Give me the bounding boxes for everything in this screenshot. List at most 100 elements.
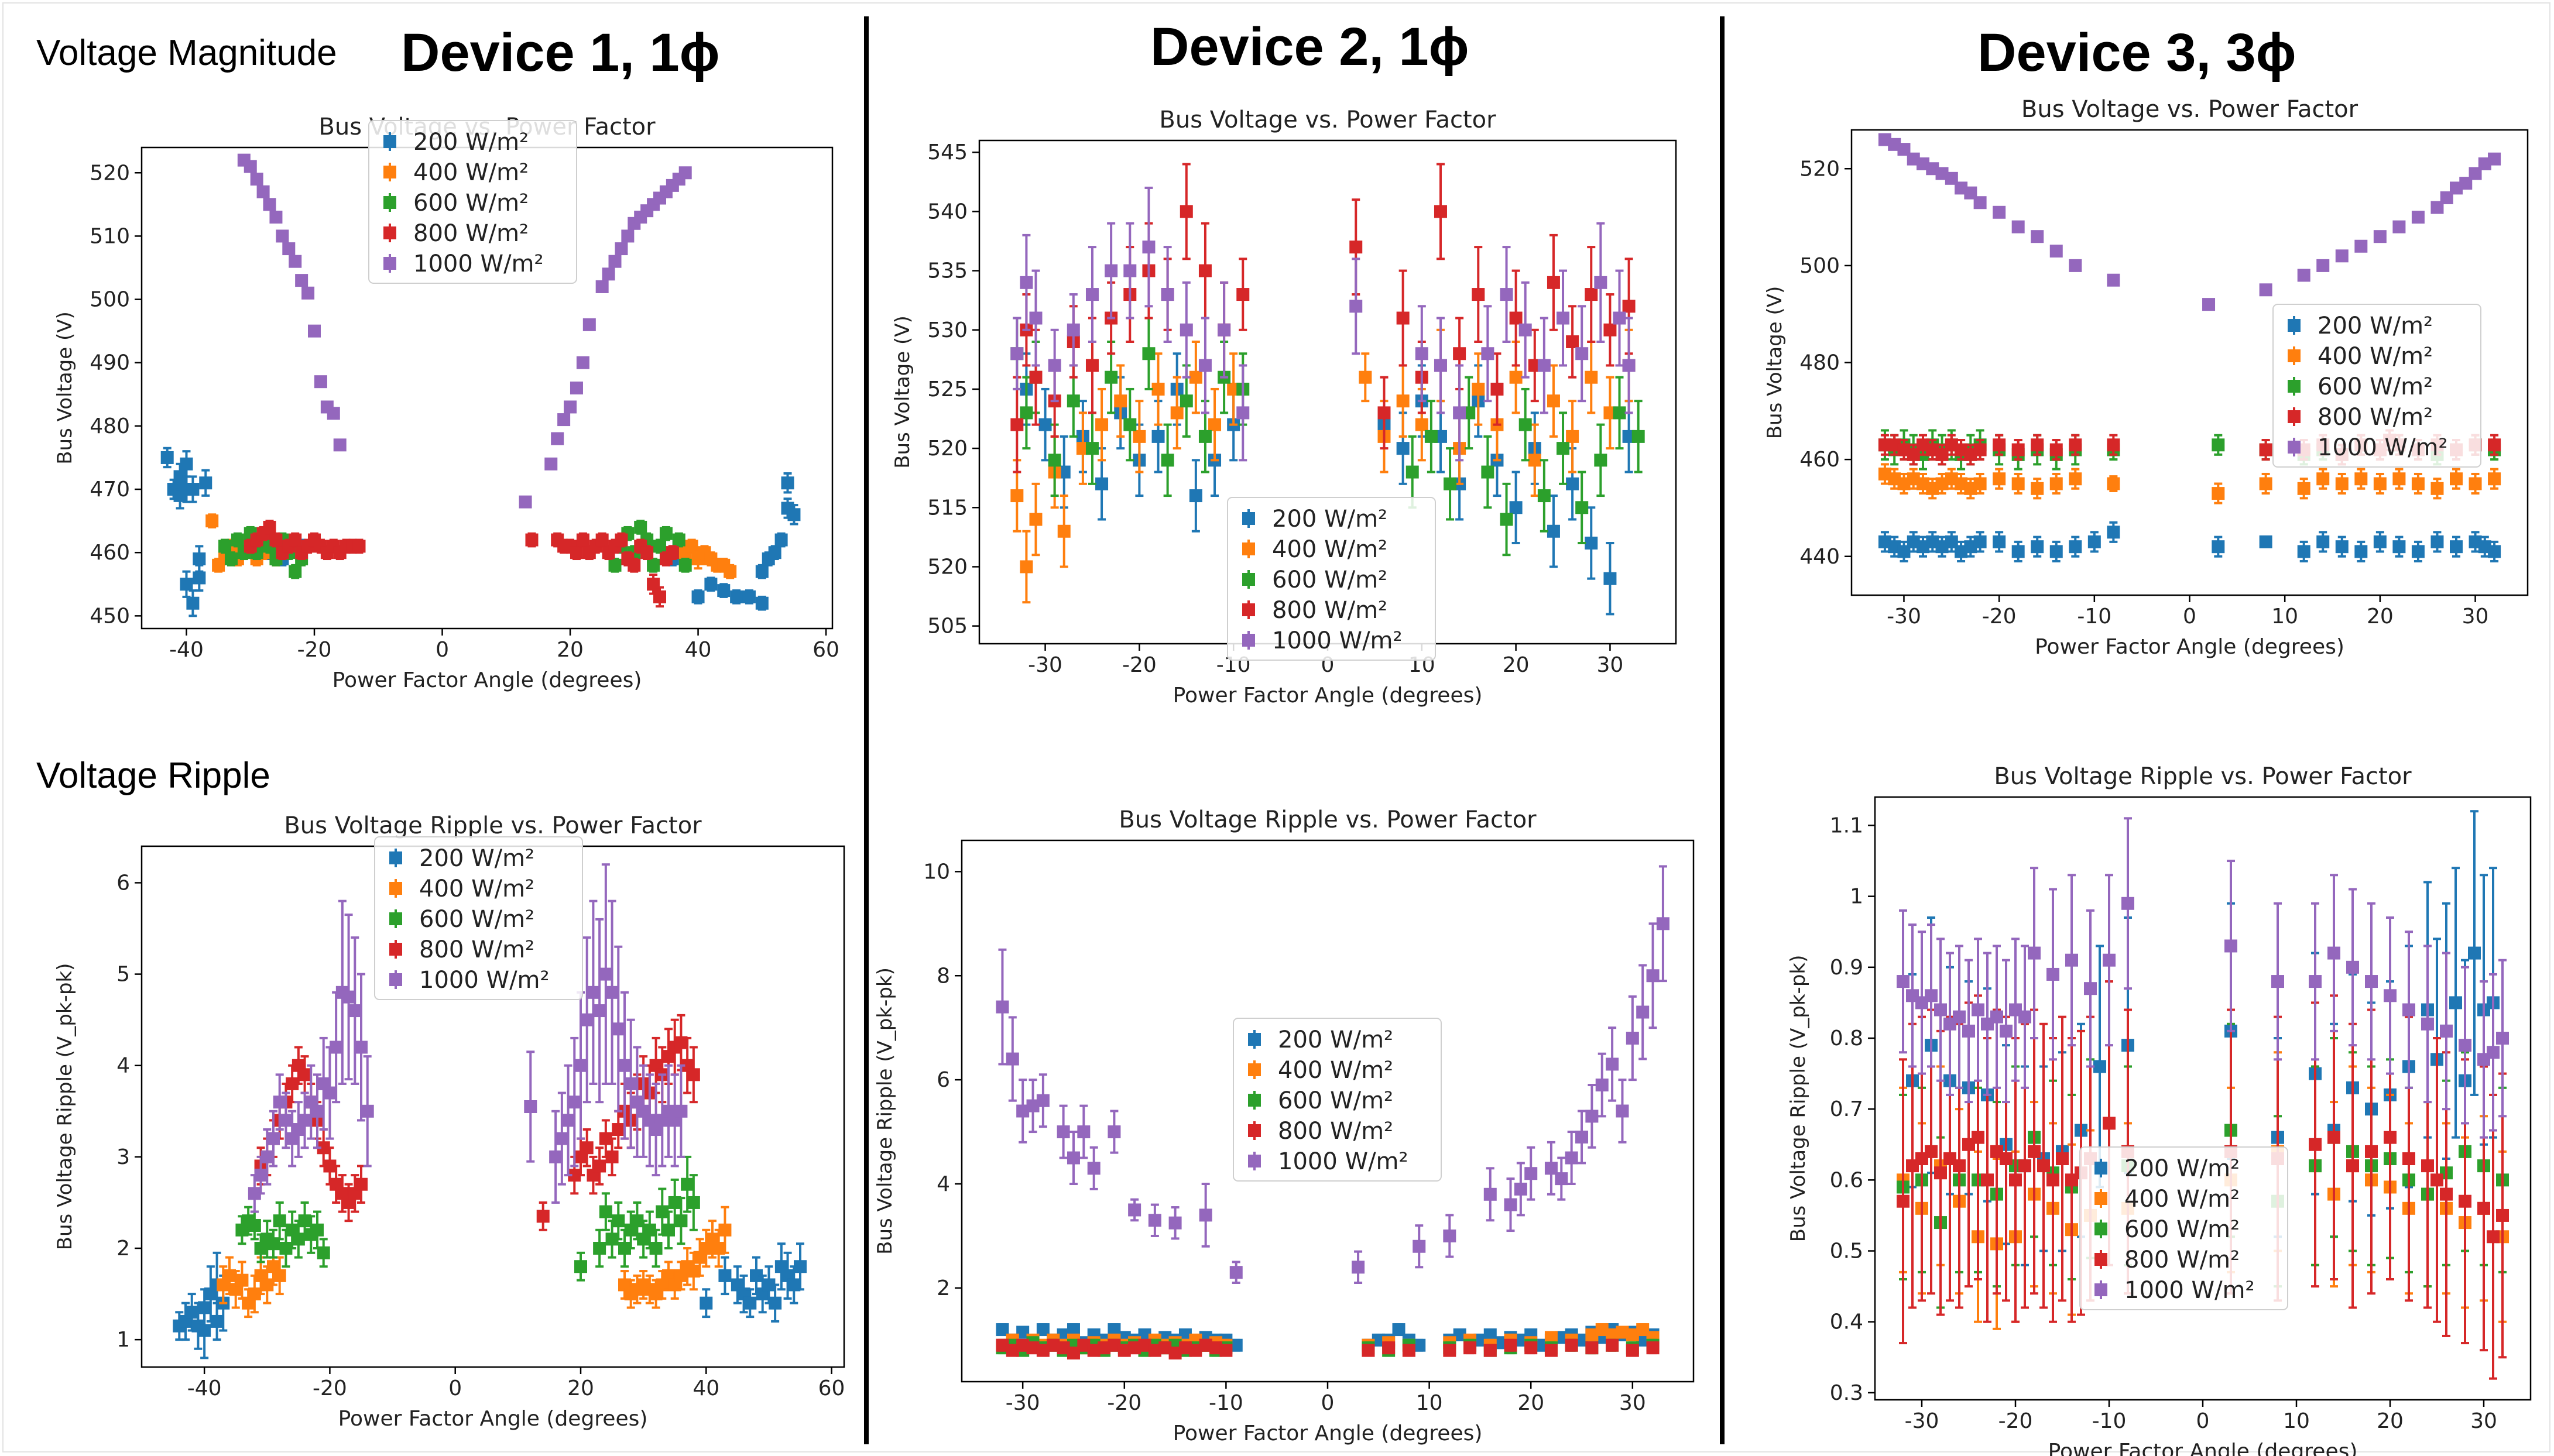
x-tick-label: 40 bbox=[685, 638, 712, 662]
legend-marker bbox=[1248, 1033, 1261, 1046]
data-point bbox=[1585, 1341, 1599, 1355]
data-point bbox=[248, 1287, 261, 1301]
data-point bbox=[1606, 1328, 1619, 1341]
x-axis-label: Power Factor Angle (degrees) bbox=[332, 668, 642, 692]
y-tick-label: 440 bbox=[1799, 545, 1840, 569]
data-point bbox=[599, 1205, 612, 1218]
data-point bbox=[1036, 1323, 1050, 1337]
data-point bbox=[1142, 347, 1156, 360]
data-point bbox=[1622, 359, 1636, 372]
data-point bbox=[576, 356, 589, 369]
row-label-magnitude: Voltage Magnitude bbox=[36, 33, 337, 73]
chart-d3-voltage-magnitude: Bus Voltage vs. Power Factor -30 -20 -10 0 10… bbox=[1763, 96, 2529, 659]
data-point bbox=[1108, 1323, 1121, 1337]
data-point bbox=[996, 1000, 1009, 1014]
y-tick-label: 0.6 bbox=[1830, 1168, 1863, 1192]
data-point bbox=[1396, 394, 1410, 408]
data-point bbox=[2335, 249, 2349, 263]
x-tick-label: 20 bbox=[557, 638, 584, 662]
data-point bbox=[1595, 1079, 1609, 1092]
data-point bbox=[1105, 264, 1118, 277]
data-point bbox=[1622, 300, 1636, 313]
data-point bbox=[2297, 545, 2310, 558]
legend-entry: 800 W/m² bbox=[419, 936, 534, 963]
data-point bbox=[755, 565, 769, 578]
data-point bbox=[1606, 1338, 1619, 1352]
data-point bbox=[289, 565, 302, 578]
data-point bbox=[1565, 1151, 1578, 1165]
legend-marker bbox=[2094, 1253, 2107, 1266]
y-tick-label: 0.3 bbox=[1830, 1381, 1863, 1405]
data-point bbox=[1544, 1331, 1558, 1344]
data-point bbox=[1973, 443, 1987, 456]
column-title-device-1: Device 1, 1ϕ bbox=[401, 23, 720, 83]
data-point bbox=[1603, 572, 1617, 585]
data-point bbox=[1490, 382, 1504, 396]
data-point bbox=[2384, 1131, 2397, 1144]
legend-marker bbox=[2094, 1283, 2107, 1296]
x-tick-label: -30 bbox=[1006, 1391, 1040, 1415]
legend-marker bbox=[1242, 512, 1255, 525]
chart-d1-voltage-magnitude: Bus Voltage vs. Power Factor-40-20020406… bbox=[53, 114, 839, 692]
data-point bbox=[2093, 1060, 2106, 1073]
data-point bbox=[2049, 545, 2063, 558]
data-point bbox=[1349, 241, 1363, 254]
data-point bbox=[2212, 487, 2225, 500]
legend-marker bbox=[383, 135, 396, 148]
data-point bbox=[1198, 264, 1212, 277]
legend-entry: 600 W/m² bbox=[413, 190, 529, 217]
data-point bbox=[1993, 205, 2006, 219]
legend-marker bbox=[1248, 1155, 1261, 1167]
data-point bbox=[2459, 1194, 2471, 1208]
y-tick-label: 6 bbox=[937, 1068, 950, 1092]
data-point bbox=[1925, 989, 1938, 1002]
x-tick-label: 0 bbox=[2183, 605, 2196, 629]
data-point bbox=[1396, 442, 1410, 455]
data-point bbox=[1077, 1338, 1091, 1352]
data-point bbox=[210, 1314, 224, 1328]
legend-entry: 800 W/m² bbox=[2318, 404, 2433, 431]
legend-entry: 1000 W/m² bbox=[2318, 434, 2448, 461]
data-point bbox=[1945, 171, 1958, 185]
data-point bbox=[2469, 477, 2482, 490]
data-point bbox=[1362, 1344, 1375, 1357]
data-point bbox=[2440, 1187, 2453, 1201]
data-point bbox=[1595, 1323, 1609, 1337]
legend-marker bbox=[383, 166, 396, 178]
data-point bbox=[1557, 442, 1570, 455]
data-point bbox=[323, 1086, 337, 1100]
data-point bbox=[298, 1114, 311, 1127]
data-point bbox=[2430, 1173, 2443, 1187]
data-point bbox=[2392, 540, 2406, 554]
data-point bbox=[544, 457, 558, 471]
x-tick-label: 0 bbox=[436, 638, 449, 662]
data-point bbox=[1029, 370, 1043, 384]
data-point bbox=[267, 1237, 280, 1251]
data-point bbox=[223, 1269, 236, 1282]
data-point bbox=[2309, 975, 2322, 988]
data-point bbox=[1016, 1104, 1030, 1118]
data-point bbox=[2327, 946, 2340, 960]
y-axis-label: Bus Voltage (V) bbox=[53, 311, 77, 465]
data-point bbox=[1544, 1344, 1558, 1357]
x-tick-label: -20 bbox=[297, 638, 332, 662]
data-point bbox=[1972, 1003, 1984, 1017]
y-tick-label: 2 bbox=[116, 1237, 130, 1261]
data-point bbox=[2365, 1145, 2378, 1158]
data-point bbox=[685, 540, 698, 553]
data-point bbox=[2411, 545, 2425, 558]
x-axis-label: Power Factor Angle (degrees) bbox=[1173, 1421, 1483, 1445]
data-point bbox=[2103, 953, 2116, 967]
data-point bbox=[289, 255, 302, 268]
data-point bbox=[317, 1141, 330, 1155]
data-point bbox=[1067, 1323, 1080, 1337]
data-point bbox=[317, 1246, 330, 1259]
data-point bbox=[254, 1169, 268, 1182]
data-point bbox=[248, 1187, 261, 1200]
data-point bbox=[2459, 1039, 2471, 1052]
data-point bbox=[691, 590, 705, 603]
data-point bbox=[595, 533, 609, 547]
data-point bbox=[1566, 430, 1579, 443]
legend-box bbox=[374, 836, 583, 1000]
data-point bbox=[1483, 1344, 1497, 1357]
